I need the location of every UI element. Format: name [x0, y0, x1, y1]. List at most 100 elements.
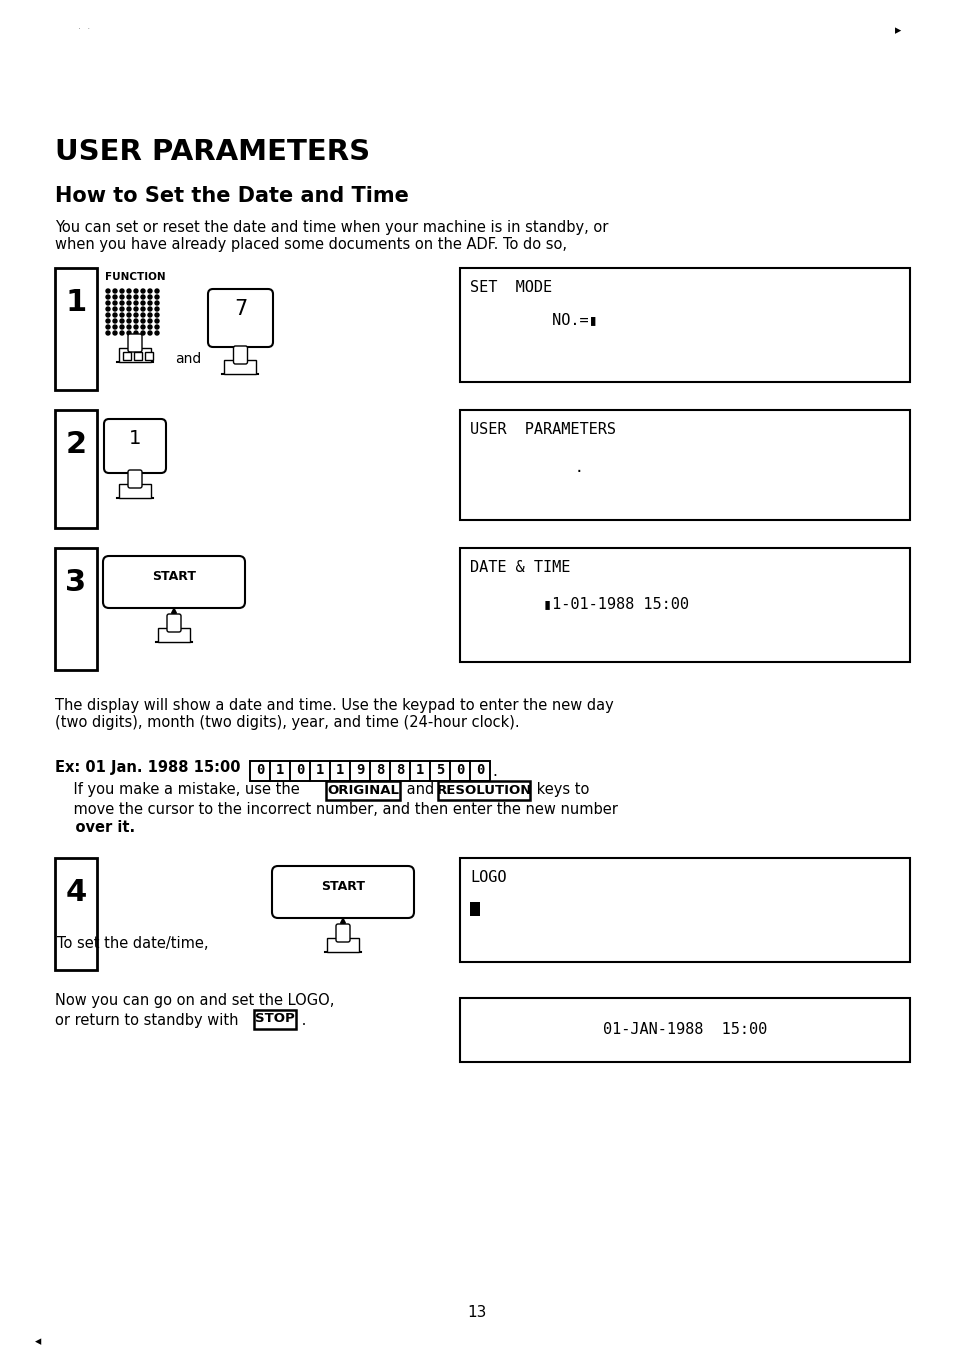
Text: ▸: ▸	[894, 24, 901, 36]
Bar	[253, 1010, 295, 1029]
Bar	[290, 761, 310, 781]
Text: keys to: keys to	[532, 782, 589, 797]
Circle shape	[120, 301, 124, 305]
Bar	[470, 902, 479, 916]
FancyBboxPatch shape	[103, 556, 245, 608]
Text: .: .	[296, 1013, 306, 1028]
Circle shape	[148, 325, 152, 329]
Circle shape	[133, 318, 138, 322]
Circle shape	[106, 295, 110, 299]
Bar	[327, 938, 358, 952]
Bar	[250, 761, 270, 781]
Bar	[410, 761, 430, 781]
Text: 2: 2	[66, 430, 87, 459]
Text: Now you can go on and set the LOGO,: Now you can go on and set the LOGO,	[55, 993, 334, 1008]
Bar	[158, 629, 190, 642]
Circle shape	[154, 301, 159, 305]
Bar	[119, 484, 151, 498]
Bar	[123, 352, 131, 360]
Circle shape	[141, 331, 145, 335]
Circle shape	[154, 318, 159, 322]
Circle shape	[148, 308, 152, 312]
Circle shape	[106, 325, 110, 329]
Circle shape	[112, 313, 117, 317]
Text: 0: 0	[456, 764, 464, 777]
Text: Ex: 01 Jan. 1988 15:00: Ex: 01 Jan. 1988 15:00	[55, 759, 251, 774]
Text: ORIGINAL: ORIGINAL	[327, 785, 398, 797]
Circle shape	[127, 301, 131, 305]
Text: 0: 0	[295, 764, 304, 777]
FancyBboxPatch shape	[167, 614, 181, 631]
Circle shape	[120, 313, 124, 317]
Text: LOGO: LOGO	[470, 870, 506, 885]
Text: If you make a mistake, use the: If you make a mistake, use the	[55, 782, 304, 797]
Circle shape	[112, 289, 117, 293]
Circle shape	[127, 289, 131, 293]
Bar	[350, 761, 370, 781]
FancyBboxPatch shape	[128, 469, 142, 488]
Circle shape	[148, 318, 152, 322]
Circle shape	[127, 331, 131, 335]
Circle shape	[106, 313, 110, 317]
Circle shape	[154, 313, 159, 317]
Text: 1: 1	[66, 287, 87, 317]
Text: STOP: STOP	[254, 1013, 294, 1025]
Text: ▮1-01-1988 15:00: ▮1-01-1988 15:00	[470, 596, 688, 611]
Circle shape	[112, 325, 117, 329]
Circle shape	[148, 301, 152, 305]
Circle shape	[141, 301, 145, 305]
Circle shape	[120, 295, 124, 299]
Bar	[145, 352, 152, 360]
Circle shape	[112, 295, 117, 299]
Text: 5: 5	[436, 764, 444, 777]
Text: SET  MODE: SET MODE	[470, 281, 552, 295]
Text: You can set or reset the date and time when your machine is in standby, or
when : You can set or reset the date and time w…	[55, 220, 608, 252]
Text: ◂: ◂	[35, 1336, 41, 1348]
FancyBboxPatch shape	[272, 866, 414, 919]
Bar	[119, 348, 151, 362]
Text: START: START	[152, 571, 195, 583]
Text: or return to standby with: or return to standby with	[55, 1013, 243, 1028]
Bar	[459, 998, 909, 1062]
Circle shape	[133, 301, 138, 305]
Circle shape	[154, 295, 159, 299]
FancyBboxPatch shape	[335, 924, 350, 942]
Text: FUNCTION: FUNCTION	[105, 272, 166, 282]
Bar	[55, 268, 97, 390]
Text: USER  PARAMETERS: USER PARAMETERS	[470, 422, 616, 437]
Circle shape	[148, 313, 152, 317]
Circle shape	[141, 325, 145, 329]
Text: 13: 13	[467, 1304, 486, 1321]
Circle shape	[106, 318, 110, 322]
Bar	[310, 761, 330, 781]
Text: USER PARAMETERS: USER PARAMETERS	[55, 138, 370, 166]
Circle shape	[141, 308, 145, 312]
Text: 8: 8	[395, 764, 404, 777]
Bar	[437, 781, 530, 800]
Text: DATE & TIME: DATE & TIME	[470, 560, 570, 575]
Bar	[270, 761, 290, 781]
Bar	[390, 761, 410, 781]
Text: and: and	[401, 782, 438, 797]
Text: ·  ·: · ·	[78, 24, 91, 34]
Text: NO.=▮: NO.=▮	[470, 312, 598, 326]
Text: 4: 4	[66, 878, 87, 907]
Circle shape	[106, 289, 110, 293]
Bar	[450, 761, 470, 781]
Circle shape	[133, 325, 138, 329]
Text: RESOLUTION: RESOLUTION	[436, 785, 531, 797]
Text: The display will show a date and time. Use the keypad to enter the new day
(two : The display will show a date and time. U…	[55, 697, 613, 730]
Circle shape	[154, 331, 159, 335]
Circle shape	[120, 318, 124, 322]
Circle shape	[141, 289, 145, 293]
Bar	[55, 548, 97, 670]
Circle shape	[106, 301, 110, 305]
Text: To set the date/time,: To set the date/time,	[57, 936, 209, 951]
Circle shape	[127, 325, 131, 329]
Circle shape	[133, 331, 138, 335]
Circle shape	[112, 331, 117, 335]
Circle shape	[133, 289, 138, 293]
Bar	[459, 268, 909, 382]
Circle shape	[127, 313, 131, 317]
Circle shape	[112, 308, 117, 312]
